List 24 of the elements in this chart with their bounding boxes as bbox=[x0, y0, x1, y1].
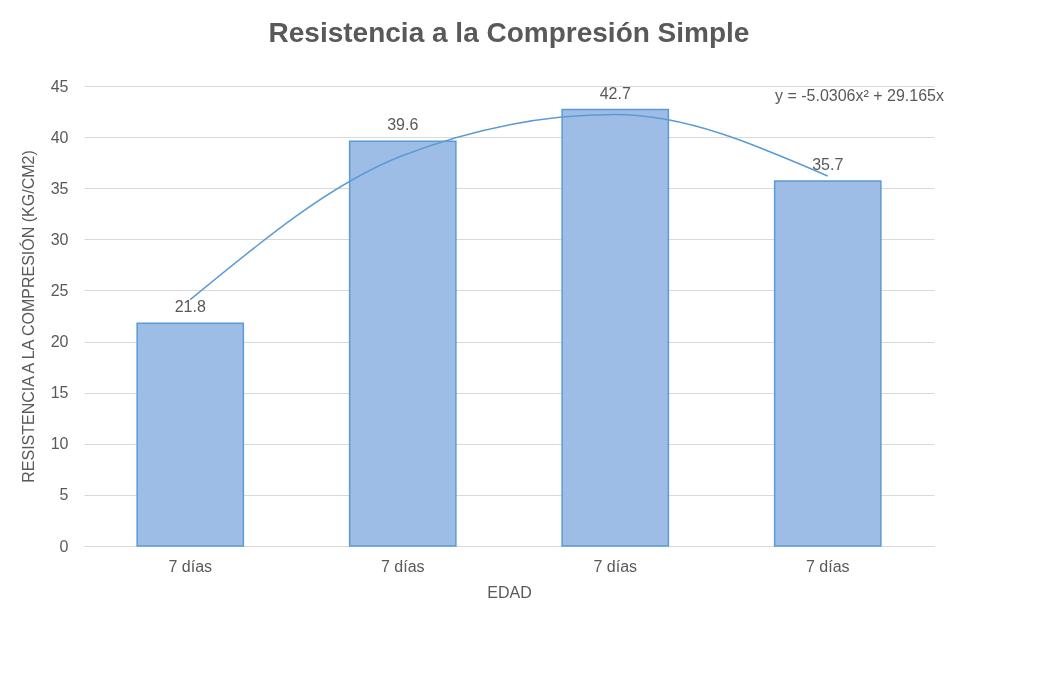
y-tick-label: 0 bbox=[59, 537, 69, 555]
y-tick-label: 20 bbox=[50, 333, 69, 351]
x-tick-label: 7 días bbox=[168, 557, 213, 575]
y-tick-label: 30 bbox=[50, 230, 69, 248]
y-tick-label: 40 bbox=[50, 128, 69, 146]
data-label: 21.8 bbox=[174, 298, 206, 316]
x-tick-label: 7 días bbox=[380, 557, 425, 575]
y-axis-title: RESISTENCIA A LA COMPRESIÓN (KG/CM2) bbox=[18, 150, 37, 483]
x-tick-label: 7 días bbox=[805, 557, 850, 575]
annotation: y = -5.0306x² + 29.165x bbox=[775, 87, 944, 104]
x-axis-title: EDAD bbox=[487, 583, 532, 601]
y-tick-label: 15 bbox=[50, 384, 69, 402]
bar bbox=[136, 322, 245, 547]
y-tick-label: 25 bbox=[50, 281, 69, 299]
y-tick-label: 35 bbox=[50, 179, 69, 197]
data-label: 35.7 bbox=[812, 156, 844, 174]
x-tick-label: 7 días bbox=[593, 557, 638, 575]
bar bbox=[773, 180, 882, 547]
data-label: 39.6 bbox=[387, 116, 419, 134]
y-tick-label: 45 bbox=[50, 77, 69, 95]
chart-title: Resistencia a la Compresión Simple bbox=[268, 17, 750, 48]
data-label: 42.7 bbox=[599, 84, 631, 102]
y-tick-label: 10 bbox=[50, 435, 69, 453]
y-tick-label: 5 bbox=[59, 486, 69, 504]
